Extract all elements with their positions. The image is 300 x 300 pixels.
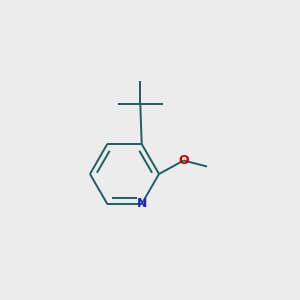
Text: O: O bbox=[178, 154, 189, 167]
Text: N: N bbox=[136, 197, 147, 210]
